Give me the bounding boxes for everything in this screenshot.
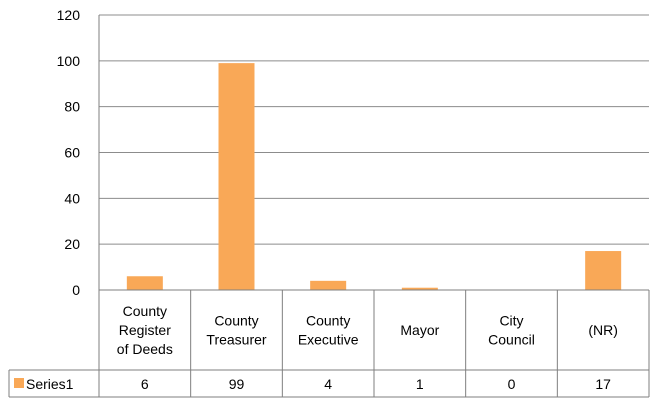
y-tick-label: 100	[57, 53, 81, 69]
category-label: Executive	[298, 332, 359, 348]
category-label: Council	[488, 332, 535, 348]
y-tick-label: 20	[64, 236, 80, 252]
bar	[310, 280, 347, 290]
legend-swatch	[14, 378, 24, 388]
data-table-value: 99	[229, 376, 245, 392]
data-table-value: 17	[595, 376, 611, 392]
category-label: County	[123, 303, 167, 319]
category-label: Register	[119, 322, 171, 338]
category-label: of Deeds	[117, 341, 173, 357]
category-label: Treasurer	[206, 332, 267, 348]
y-tick-label: 40	[64, 190, 80, 206]
bar	[401, 287, 438, 290]
bar	[126, 276, 163, 290]
legend-label: Series1	[26, 376, 74, 392]
y-tick-label: 60	[64, 145, 80, 161]
category-label: Mayor	[400, 322, 439, 338]
y-tick-label: 80	[64, 99, 80, 115]
category-label: City	[499, 313, 523, 329]
bar	[585, 251, 622, 290]
data-table-value: 0	[508, 376, 516, 392]
data-table-value: 6	[141, 376, 149, 392]
category-label: (NR)	[588, 322, 618, 338]
category-label: County	[214, 313, 258, 329]
y-tick-label: 120	[57, 7, 81, 23]
data-table-value: 4	[324, 376, 332, 392]
data-table-value: 1	[416, 376, 424, 392]
category-label: County	[306, 313, 350, 329]
bar	[218, 63, 255, 290]
y-tick-label: 0	[72, 282, 80, 298]
